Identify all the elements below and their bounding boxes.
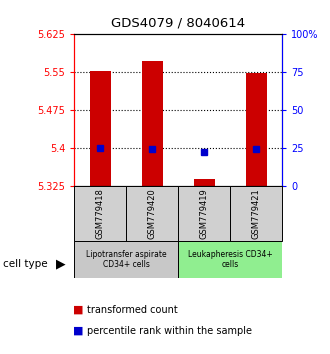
Bar — [246, 73, 267, 186]
Text: transformed count: transformed count — [87, 305, 178, 315]
FancyBboxPatch shape — [74, 186, 126, 241]
FancyBboxPatch shape — [178, 186, 230, 241]
Text: cell type: cell type — [3, 259, 48, 269]
Text: ■: ■ — [73, 305, 83, 315]
Bar — [142, 61, 163, 186]
FancyBboxPatch shape — [74, 241, 178, 278]
Text: Leukapheresis CD34+
cells: Leukapheresis CD34+ cells — [188, 250, 273, 269]
FancyBboxPatch shape — [178, 241, 282, 278]
Text: GSM779420: GSM779420 — [148, 188, 157, 239]
Text: ▶: ▶ — [56, 257, 66, 270]
Text: percentile rank within the sample: percentile rank within the sample — [87, 326, 252, 336]
Text: ■: ■ — [73, 326, 83, 336]
Bar — [194, 179, 214, 186]
Title: GDS4079 / 8040614: GDS4079 / 8040614 — [111, 17, 245, 30]
Text: Lipotransfer aspirate
CD34+ cells: Lipotransfer aspirate CD34+ cells — [86, 250, 167, 269]
Bar — [90, 71, 111, 186]
Text: GSM779419: GSM779419 — [200, 188, 209, 239]
FancyBboxPatch shape — [126, 186, 178, 241]
Text: GSM779421: GSM779421 — [252, 188, 261, 239]
FancyBboxPatch shape — [230, 186, 282, 241]
Text: GSM779418: GSM779418 — [96, 188, 105, 239]
